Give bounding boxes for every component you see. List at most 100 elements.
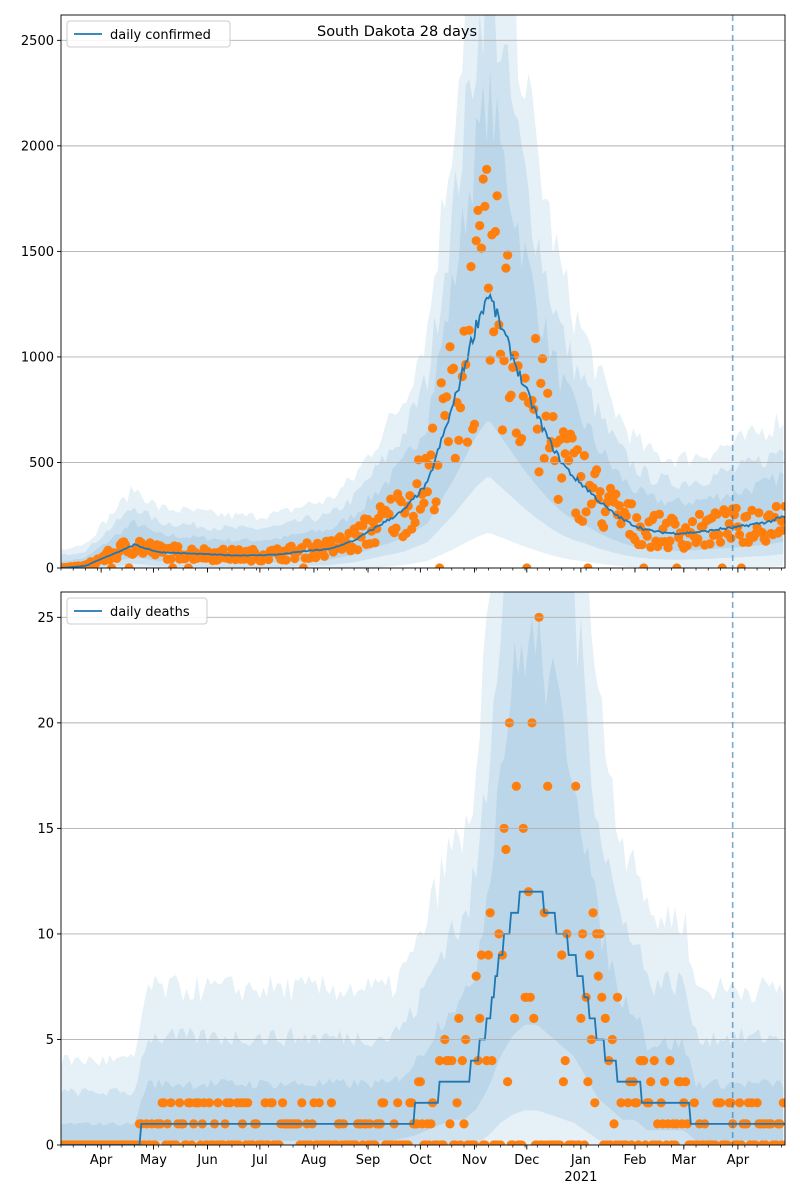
observed-dot: [752, 1098, 762, 1108]
observed-dot: [443, 437, 453, 447]
observed-dot: [536, 378, 546, 388]
observed-dot: [670, 519, 680, 529]
observed-dot: [780, 501, 785, 511]
observed-dot: [445, 1119, 455, 1129]
observed-dot: [297, 1098, 307, 1108]
observed-dot: [592, 465, 602, 475]
observed-dot: [572, 445, 583, 455]
observed-dot: [476, 243, 486, 253]
observed-dot: [393, 1098, 403, 1108]
observed-dot: [585, 950, 595, 960]
observed-dot: [560, 1056, 570, 1066]
observed-dot: [478, 174, 488, 184]
observed-dot: [654, 509, 665, 519]
observed-dot: [682, 1119, 692, 1129]
observed-dot: [107, 563, 117, 568]
observed-dot: [431, 497, 441, 507]
observed-dot: [735, 530, 745, 540]
observed-dot: [168, 563, 178, 568]
observed-dot: [428, 423, 438, 433]
observed-dot: [558, 1077, 569, 1087]
plot-area: [61, 15, 785, 568]
observed-dot: [326, 1098, 336, 1108]
observed-dot: [722, 1140, 732, 1145]
observed-dot: [586, 499, 597, 509]
observed-dot: [611, 489, 621, 499]
x-tick-label: Jun: [196, 1153, 217, 1168]
model-line: [61, 292, 785, 568]
y-tick-label: 1000: [21, 350, 54, 365]
observed-dot: [633, 1140, 644, 1145]
observed-dot: [314, 1098, 324, 1108]
observed-dot: [642, 531, 652, 541]
observed-dot: [278, 1098, 288, 1108]
observed-dot: [386, 494, 396, 504]
y-tick-label: 2500: [21, 34, 54, 49]
observed-dot: [555, 435, 565, 445]
axes-frame: [60, 14, 786, 569]
y-tick-label: 15: [37, 822, 54, 837]
observed-dot: [370, 538, 380, 548]
x-tick-label: Aug: [301, 1153, 326, 1168]
observed-dot: [358, 521, 368, 531]
observed-dot: [480, 201, 490, 211]
y-tick-label: 5: [46, 1033, 54, 1048]
x-tick-label: Apr: [90, 1153, 113, 1168]
observed-dot: [482, 164, 492, 174]
observed-dot: [637, 540, 647, 550]
observed-dot: [435, 563, 445, 568]
x-tick-label: Dec: [514, 1153, 539, 1168]
y-tick-label: 0: [46, 1139, 54, 1154]
observed-dot: [780, 1140, 785, 1145]
observed-dot: [159, 1098, 169, 1108]
confirmed-panel: 0 500 1000 1500 2000 2500 daily confirmed: [21, 14, 786, 577]
observed-dot: [173, 542, 183, 552]
observed-dot: [736, 563, 746, 568]
observed-dot: [213, 1098, 223, 1108]
observed-dot: [731, 503, 741, 513]
observed-dot: [736, 1140, 746, 1145]
observed-dot: [583, 563, 593, 568]
observed-dot: [405, 491, 415, 501]
observed-dot: [593, 971, 603, 981]
observed-dot: [415, 1077, 425, 1087]
observed-dot: [475, 1013, 485, 1024]
observed-dot: [175, 1098, 185, 1108]
y-tick-label: 1500: [21, 245, 54, 260]
observed-dot: [448, 363, 459, 373]
observed-dot: [747, 505, 757, 515]
observed-dot: [694, 509, 705, 519]
observed-dot: [537, 354, 548, 364]
observed-dot: [778, 1098, 785, 1108]
observed-dot: [462, 437, 473, 447]
observed-dot: [714, 530, 724, 540]
observed-dot: [670, 1140, 680, 1145]
observed-dot: [485, 908, 495, 918]
observed-dot: [555, 1140, 565, 1145]
observed-dot: [503, 250, 513, 260]
observed-dot: [267, 1098, 277, 1108]
x-tick-label: Mar: [672, 1153, 697, 1168]
observed-dot: [639, 1056, 649, 1066]
x-tick-label: Jul: [251, 1153, 268, 1168]
observed-dot: [225, 1098, 235, 1108]
observed-dot: [455, 1140, 466, 1145]
observed-dot: [581, 507, 591, 517]
observed-dot: [483, 950, 493, 960]
observed-dot: [403, 1140, 413, 1145]
observed-dot: [379, 1098, 389, 1108]
observed-dot: [326, 536, 336, 546]
observed-dot: [407, 1098, 417, 1108]
observed-dot: [506, 390, 516, 400]
y-tick-label: 20: [37, 716, 54, 731]
observed-dot: [171, 1140, 181, 1145]
observed-dot: [319, 551, 329, 562]
y-tick-label: 500: [29, 456, 54, 471]
observed-dot: [543, 388, 553, 398]
observed-dot: [429, 505, 439, 515]
observed-dot: [124, 563, 134, 568]
uncertainty-band: [61, 592, 784, 1145]
observed-dot: [742, 511, 752, 521]
observed-dot: [761, 1140, 771, 1145]
observed-dot: [476, 950, 486, 960]
